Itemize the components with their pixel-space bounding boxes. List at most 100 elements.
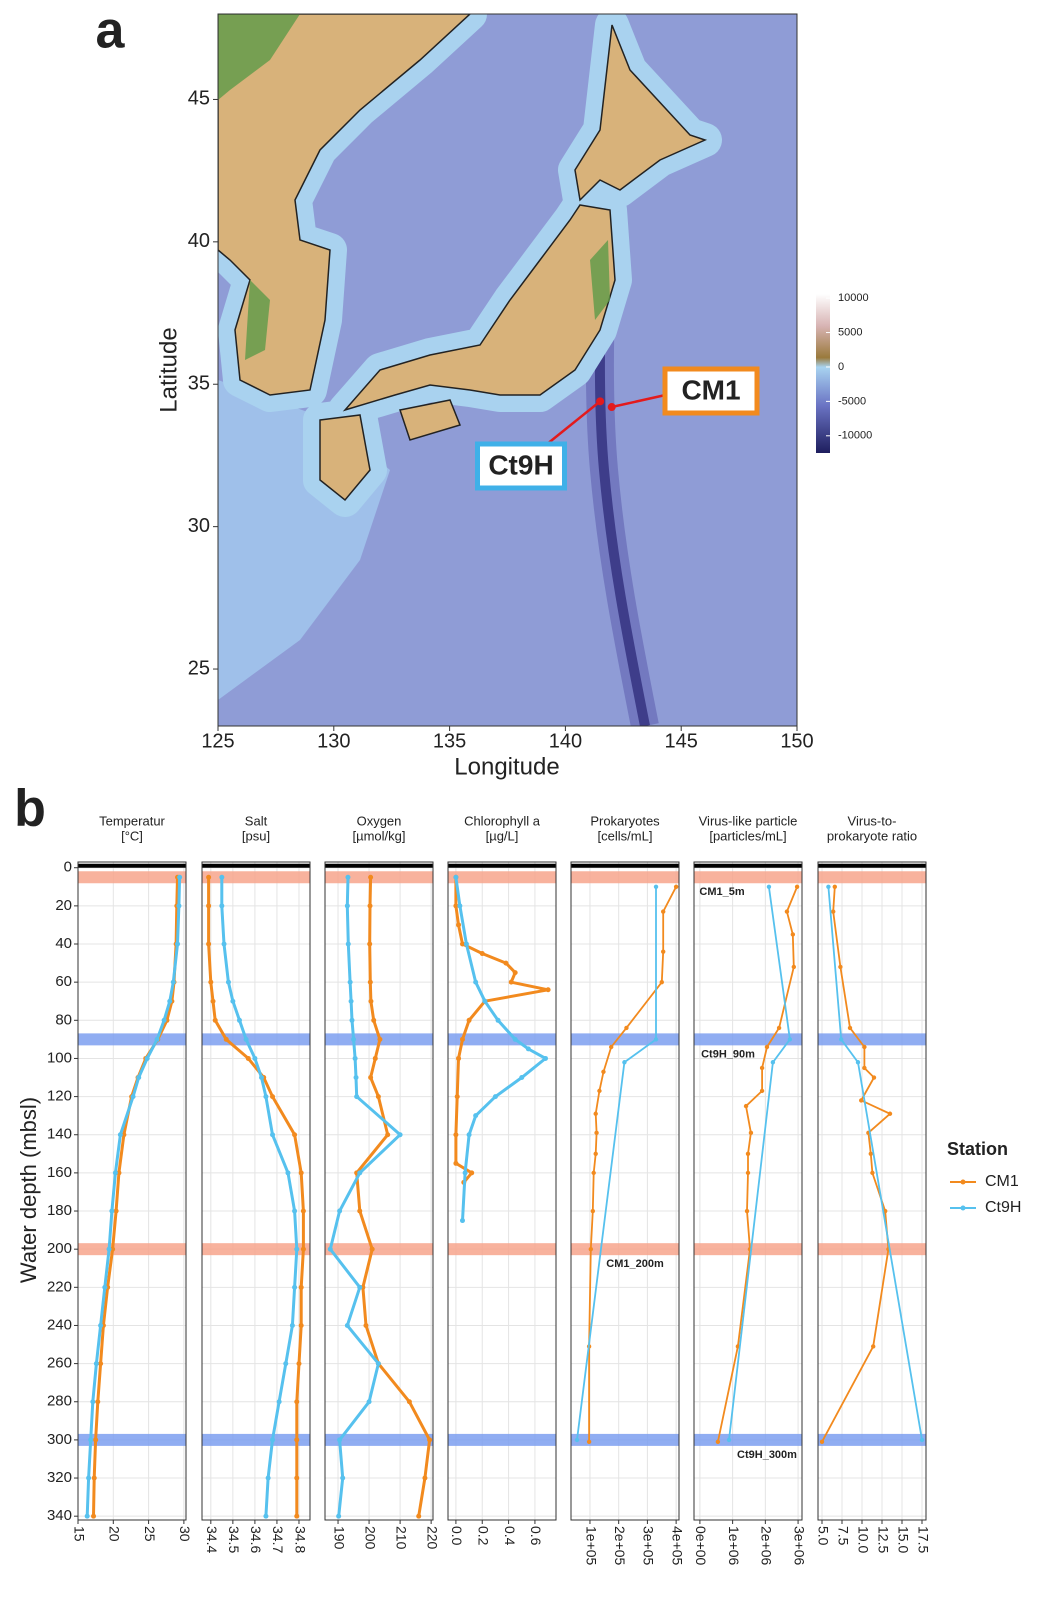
x-tick-label: 25: [142, 1526, 158, 1542]
sample-band: [325, 1243, 433, 1255]
sample-band: [448, 1434, 556, 1446]
y-tick-label: 80: [55, 1011, 72, 1028]
sample-label: Ct9H_90m: [701, 1048, 755, 1060]
panel-unit: prokaryote ratio: [827, 828, 917, 843]
profile-point: [94, 1361, 99, 1366]
x-tick-label: 34.4: [204, 1526, 220, 1553]
x-tick-label: 200: [362, 1526, 378, 1550]
y-tick-label: 300: [47, 1431, 72, 1448]
profile-point: [594, 1131, 598, 1135]
y-tick-label: 280: [47, 1393, 72, 1410]
profile-point: [594, 1152, 598, 1156]
profile-point: [661, 909, 665, 913]
panel-title: Temperatur: [99, 813, 165, 828]
profile-point: [546, 987, 551, 992]
profile-point: [463, 1170, 468, 1175]
panel-label: a: [96, 2, 126, 60]
panel-title: Prokaryotes: [590, 813, 660, 828]
profile-point: [469, 1170, 474, 1175]
profile-point: [368, 903, 373, 908]
profile-point: [294, 1514, 299, 1519]
profile-point: [513, 1037, 518, 1042]
y-tick-label: 45: [188, 88, 210, 110]
sample-band: [571, 1434, 679, 1446]
profile-point: [92, 1476, 97, 1481]
profile-point: [213, 1018, 218, 1023]
x-tick-label: 0.4: [502, 1526, 518, 1546]
profile-point: [368, 875, 373, 880]
profile-point: [771, 1060, 775, 1064]
y-axis-title: Latitude: [155, 327, 182, 412]
sample-band: [78, 871, 186, 883]
x-tick-label: 34.5: [226, 1526, 242, 1553]
x-tick-label: 1e+05: [583, 1526, 599, 1566]
profile-point: [350, 1018, 355, 1023]
profile-point: [346, 942, 351, 947]
profile-point: [206, 875, 211, 880]
y-tick-label: 320: [47, 1469, 72, 1486]
sample-band: [448, 871, 556, 883]
colorbar-tick-label: 5000: [838, 326, 862, 338]
profile-point: [246, 1056, 251, 1061]
profile-point: [888, 1112, 892, 1116]
x-tick-label: 130: [317, 730, 350, 752]
profile-point: [348, 980, 353, 985]
x-tick-label: 2e+05: [612, 1526, 628, 1566]
panel-title: Oxygen: [357, 813, 402, 828]
profile-point: [370, 1247, 375, 1252]
profile-point: [357, 1170, 362, 1175]
y-tick-label: 25: [188, 657, 210, 679]
y-tick-label: 100: [47, 1049, 72, 1066]
profile-point: [363, 1323, 368, 1328]
profile-point: [292, 1209, 297, 1214]
profile-point: [493, 1094, 498, 1099]
profile-point: [354, 1075, 359, 1080]
profile-point: [594, 1112, 598, 1116]
profile-point: [277, 1399, 282, 1404]
x-tick-label: 210: [393, 1526, 409, 1550]
profile-point: [294, 1437, 299, 1442]
y-tick-label: 35: [188, 373, 210, 395]
profile-point: [760, 1066, 764, 1070]
profile-point: [473, 980, 478, 985]
profile-point: [167, 999, 172, 1004]
profile-point: [826, 885, 830, 889]
x-tick-label: 2e+06: [759, 1526, 775, 1566]
profile-point: [460, 1037, 465, 1042]
profile-point: [848, 1026, 852, 1030]
profile-point: [482, 999, 487, 1004]
colorbar-tick-label: -5000: [838, 395, 866, 407]
panel-unit: [µg/L]: [486, 828, 519, 843]
y-tick-label: 0: [64, 859, 72, 876]
station-point: [596, 397, 604, 405]
profile-point: [109, 1209, 114, 1214]
profile-point: [859, 1098, 863, 1102]
y-tick-label: 60: [55, 973, 72, 990]
x-tick-label: 15.0: [895, 1526, 911, 1553]
panel-title: Salt: [245, 813, 268, 828]
profile-point: [622, 1060, 626, 1064]
y-tick-label: 240: [47, 1316, 72, 1333]
colorbar-tick-label: 10000: [838, 292, 869, 304]
panel-bg: [202, 862, 310, 1520]
profile-point: [296, 1361, 301, 1366]
y-tick-label: 200: [47, 1240, 72, 1257]
x-tick-label: 145: [665, 730, 698, 752]
x-tick-label: 0.6: [528, 1526, 544, 1546]
profile-point: [453, 875, 458, 880]
y-tick-label: 220: [47, 1278, 72, 1295]
profile-point: [526, 1046, 531, 1051]
panel-label: b: [14, 780, 46, 838]
profile-point: [226, 980, 231, 985]
sample-band: [818, 871, 926, 883]
profile-point: [270, 1132, 275, 1137]
x-tick-label: 4e+05: [669, 1526, 685, 1566]
y-tick-label: 140: [47, 1126, 72, 1143]
x-tick-label: 5.0: [815, 1526, 831, 1546]
profile-point: [480, 951, 485, 956]
profile-point: [674, 885, 678, 889]
x-tick-label: 0.0: [449, 1526, 465, 1546]
profile-point: [290, 1323, 295, 1328]
profile-point: [660, 980, 664, 984]
x-axis-title: Longitude: [454, 753, 559, 780]
